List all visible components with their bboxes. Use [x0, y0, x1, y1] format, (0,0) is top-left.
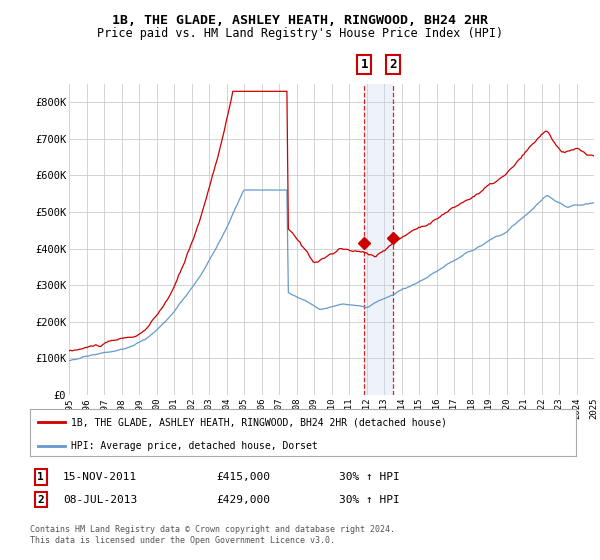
- Text: Contains HM Land Registry data © Crown copyright and database right 2024.
This d: Contains HM Land Registry data © Crown c…: [30, 525, 395, 545]
- Text: 1B, THE GLADE, ASHLEY HEATH, RINGWOOD, BH24 2HR (detached house): 1B, THE GLADE, ASHLEY HEATH, RINGWOOD, B…: [71, 417, 447, 427]
- Text: 08-JUL-2013: 08-JUL-2013: [63, 494, 137, 505]
- Text: 2: 2: [389, 58, 397, 71]
- Text: 1: 1: [37, 472, 44, 482]
- Text: £429,000: £429,000: [216, 494, 270, 505]
- Bar: [364, 84, 393, 395]
- Text: 30% ↑ HPI: 30% ↑ HPI: [339, 494, 400, 505]
- Text: 1B, THE GLADE, ASHLEY HEATH, RINGWOOD, BH24 2HR: 1B, THE GLADE, ASHLEY HEATH, RINGWOOD, B…: [112, 14, 488, 27]
- Text: 30% ↑ HPI: 30% ↑ HPI: [339, 472, 400, 482]
- Text: 1: 1: [361, 58, 368, 71]
- Text: 2: 2: [37, 494, 44, 505]
- Text: 15-NOV-2011: 15-NOV-2011: [63, 472, 137, 482]
- Text: £415,000: £415,000: [216, 472, 270, 482]
- Text: Price paid vs. HM Land Registry's House Price Index (HPI): Price paid vs. HM Land Registry's House …: [97, 27, 503, 40]
- Text: HPI: Average price, detached house, Dorset: HPI: Average price, detached house, Dors…: [71, 441, 318, 451]
